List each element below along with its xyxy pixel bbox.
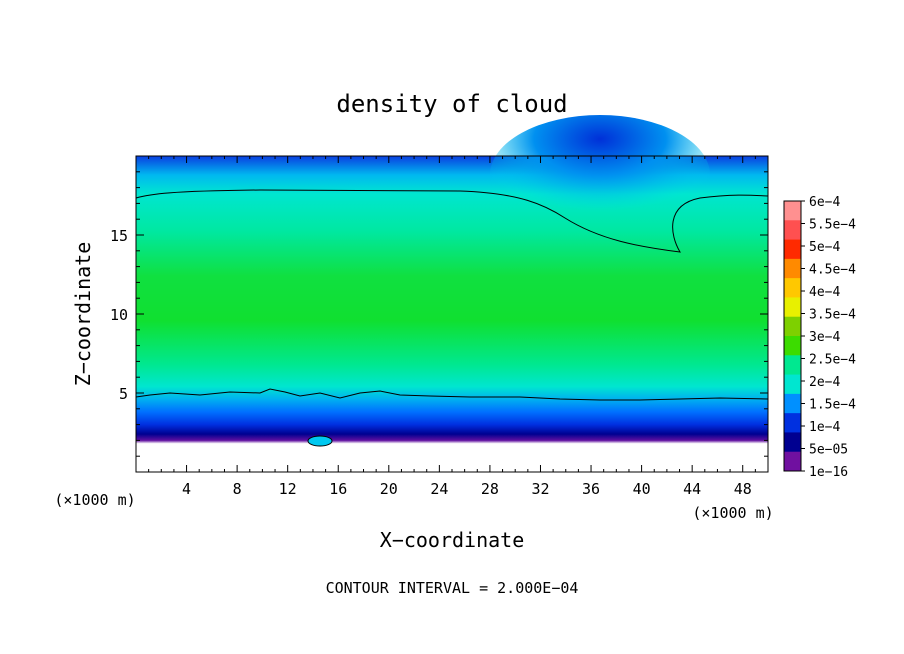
upper-blue-region [490, 115, 710, 235]
x-tick-label: 8 [233, 480, 242, 498]
x-unit-right: (×1000 m) [692, 504, 773, 522]
x-tick-label: 36 [582, 480, 600, 498]
colorbar-label: 3.5e−4 [809, 308, 856, 323]
colorbar-swatch [784, 258, 801, 279]
x-axis-ticks: 4 8 12 16 20 24 28 32 36 40 44 48 [148, 156, 756, 498]
y-tick-label: 5 [119, 385, 128, 403]
colorbar: 6e−4 5.5e−4 5e−4 4.5e−4 4e−4 3.5e−4 3e−4 2.5e−4… [783, 195, 856, 480]
colorbar-swatch [784, 336, 801, 356]
colorbar-swatch [784, 393, 801, 414]
colorbar-label: 5e−05 [809, 443, 848, 458]
colorbar-swatch [784, 451, 801, 472]
colorbar-label: 1e−16 [809, 465, 848, 480]
colorbar-swatch [784, 220, 801, 241]
colorbar-swatch [784, 239, 801, 260]
x-tick-label: 12 [279, 480, 297, 498]
x-tick-label: 44 [683, 480, 701, 498]
chart-title: density of cloud [336, 90, 567, 118]
colorbar-label: 4e−4 [809, 285, 840, 300]
colorbar-label: 2e−4 [809, 375, 840, 390]
y-axis-label: Z−coordinate [71, 242, 95, 387]
x-tick-label: 24 [430, 480, 448, 498]
contour-lower [135, 388, 769, 401]
x-tick-label: 32 [531, 480, 549, 498]
colorbar-label: 3e−4 [809, 330, 840, 345]
contour-interval-note: CONTOUR INTERVAL = 2.000E−04 [326, 579, 579, 597]
x-tick-label: 20 [380, 480, 398, 498]
colorbar-swatch [784, 355, 801, 376]
contour-upper [135, 189, 769, 253]
cloud-cell [307, 435, 333, 447]
colorbar-label: 6e−4 [809, 195, 840, 210]
y-tick-label: 15 [110, 227, 128, 245]
x-tick-label: 28 [481, 480, 499, 498]
y-axis-ticks: 5 10 15 [110, 171, 768, 457]
x-tick-label: 16 [329, 480, 347, 498]
colorbar-swatch [784, 297, 801, 318]
colorbar-label: 1e−4 [809, 420, 840, 435]
x-tick-label: 40 [633, 480, 651, 498]
x-unit-left: (×1000 m) [54, 491, 135, 509]
colorbar-label: 4.5e−4 [809, 263, 856, 278]
colorbar-label: 5.5e−4 [809, 218, 856, 233]
colorbar-swatch [784, 432, 801, 453]
colorbar-swatch [784, 316, 801, 337]
colorbar-swatch [784, 413, 801, 433]
x-tick-label: 4 [182, 480, 191, 498]
colorbar-label: 5e−4 [809, 240, 840, 255]
x-tick-label: 48 [734, 480, 752, 498]
x-axis-label: X−coordinate [380, 528, 525, 552]
y-tick-label: 10 [110, 306, 128, 324]
colorbar-swatch [784, 278, 801, 298]
colorbar-label: 2.5e−4 [809, 353, 856, 368]
colorbar-swatch [784, 374, 801, 395]
colorbar-label: 1.5e−4 [809, 398, 856, 413]
colorbar-swatch [784, 201, 801, 221]
